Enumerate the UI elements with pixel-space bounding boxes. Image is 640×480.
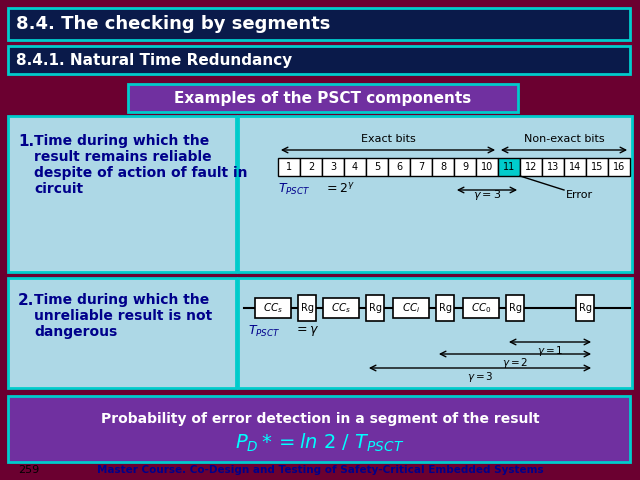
Text: circuit: circuit <box>34 182 83 196</box>
Text: Probability of error detection in a segment of the result: Probability of error detection in a segm… <box>100 412 540 426</box>
Text: Error: Error <box>566 190 593 200</box>
Bar <box>463 298 499 318</box>
Text: Master Course. Co-Design and Testing of Safety-Critical Embedded Systems: Master Course. Co-Design and Testing of … <box>97 465 543 475</box>
Text: 2.: 2. <box>18 293 35 308</box>
Text: 16: 16 <box>613 162 625 172</box>
Bar <box>238 116 632 272</box>
Text: $CC_s$: $CC_s$ <box>263 301 283 315</box>
Bar <box>542 158 564 176</box>
Bar <box>255 298 291 318</box>
Text: 259: 259 <box>18 465 39 475</box>
Text: unreliable result is not: unreliable result is not <box>34 309 212 323</box>
Text: 5: 5 <box>374 162 380 172</box>
Text: Rg: Rg <box>579 303 591 313</box>
Text: 8.4. The checking by segments: 8.4. The checking by segments <box>16 15 330 33</box>
Text: 1: 1 <box>286 162 292 172</box>
Text: 2: 2 <box>308 162 314 172</box>
Bar <box>454 158 476 176</box>
Text: 15: 15 <box>591 162 603 172</box>
Bar <box>8 46 630 74</box>
Text: despite of action of fault in: despite of action of fault in <box>34 166 248 180</box>
Bar <box>410 158 432 176</box>
Text: 13: 13 <box>547 162 559 172</box>
Text: Rg: Rg <box>301 303 314 313</box>
Bar <box>586 158 608 176</box>
Bar <box>8 8 630 40</box>
Text: dangerous: dangerous <box>34 325 117 339</box>
Text: $\mathit{P_D* = ln\ 2\ /\ T_{PSCT}}$: $\mathit{P_D* = ln\ 2\ /\ T_{PSCT}}$ <box>236 432 404 454</box>
Bar <box>322 158 344 176</box>
Bar <box>128 84 518 112</box>
Text: 6: 6 <box>396 162 402 172</box>
Bar <box>278 158 300 176</box>
Text: $\gamma = 3$: $\gamma = 3$ <box>473 188 501 202</box>
Text: result remains reliable: result remains reliable <box>34 150 212 164</box>
Text: 11: 11 <box>503 162 515 172</box>
Text: Rg: Rg <box>509 303 522 313</box>
Text: $CC_s$: $CC_s$ <box>331 301 351 315</box>
Text: 3: 3 <box>330 162 336 172</box>
Text: 8.4.1. Natural Time Redundancy: 8.4.1. Natural Time Redundancy <box>16 52 292 68</box>
Bar <box>366 158 388 176</box>
Text: Time during which the: Time during which the <box>34 134 209 148</box>
Text: 4: 4 <box>352 162 358 172</box>
Text: 8: 8 <box>440 162 446 172</box>
Bar <box>436 295 454 321</box>
Text: $T_{PSCT}$: $T_{PSCT}$ <box>278 182 310 197</box>
Bar <box>300 158 322 176</box>
Bar <box>498 158 520 176</box>
Bar <box>8 116 236 272</box>
Text: 14: 14 <box>569 162 581 172</box>
Text: Time during which the: Time during which the <box>34 293 209 307</box>
Bar <box>506 295 524 321</box>
Bar <box>8 396 630 462</box>
Bar <box>366 295 384 321</box>
Bar <box>8 278 236 388</box>
Text: Non-exact bits: Non-exact bits <box>524 134 604 144</box>
Text: Rg: Rg <box>438 303 451 313</box>
Text: $CC_0$: $CC_0$ <box>470 301 492 315</box>
Text: 9: 9 <box>462 162 468 172</box>
Text: Rg: Rg <box>369 303 381 313</box>
Bar <box>576 295 594 321</box>
Text: Exact bits: Exact bits <box>360 134 415 144</box>
Bar <box>520 158 542 176</box>
Bar <box>238 278 632 388</box>
Bar <box>323 298 359 318</box>
Text: Examples of the PSCT components: Examples of the PSCT components <box>174 91 472 106</box>
Bar <box>564 158 586 176</box>
Text: 1.: 1. <box>18 134 34 149</box>
Bar <box>344 158 366 176</box>
Bar <box>432 158 454 176</box>
Text: $CC_i$: $CC_i$ <box>402 301 420 315</box>
Bar <box>393 298 429 318</box>
Text: $\gamma = 1$: $\gamma = 1$ <box>537 344 563 358</box>
Text: 12: 12 <box>525 162 537 172</box>
Bar <box>388 158 410 176</box>
Text: $= 2^{\gamma}$: $= 2^{\gamma}$ <box>324 182 355 196</box>
Text: $\gamma = 2$: $\gamma = 2$ <box>502 356 528 370</box>
Bar <box>608 158 630 176</box>
Bar <box>298 295 316 321</box>
Text: $T_{PSCT}$: $T_{PSCT}$ <box>248 324 280 339</box>
Text: $\gamma = 3$: $\gamma = 3$ <box>467 370 493 384</box>
Text: $= \gamma$: $= \gamma$ <box>294 324 319 338</box>
Text: 10: 10 <box>481 162 493 172</box>
Text: 7: 7 <box>418 162 424 172</box>
Bar <box>476 158 498 176</box>
